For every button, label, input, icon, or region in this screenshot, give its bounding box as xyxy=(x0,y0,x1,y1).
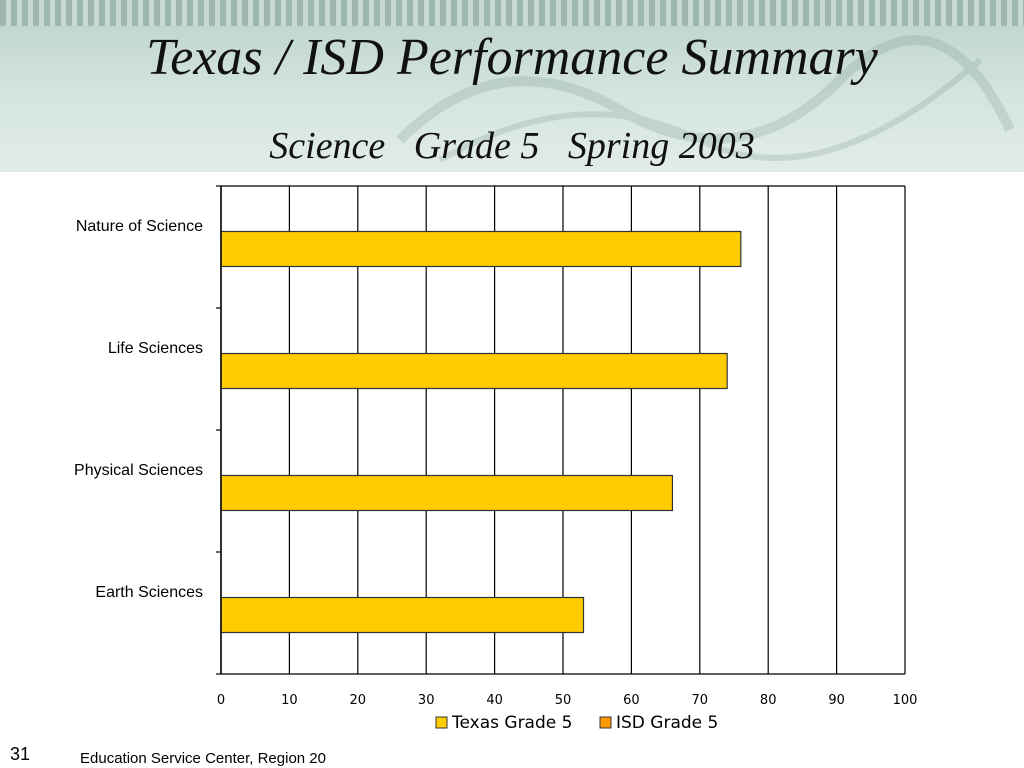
x-tick-label: 10 xyxy=(281,693,298,708)
slide-subtitle: Science Grade 5 Spring 2003 xyxy=(269,125,755,167)
slide-title: Texas / ISD Performance Summary xyxy=(146,29,878,86)
legend-label-texas: Texas Grade 5 xyxy=(451,713,572,733)
bar-earth-sciences xyxy=(220,596,585,634)
legend-swatch-texas xyxy=(435,716,448,729)
category-label: Physical Sciences xyxy=(74,462,203,479)
x-tick-label: 80 xyxy=(760,693,777,708)
x-tick-label: 90 xyxy=(828,693,845,708)
legend-swatch-isd xyxy=(599,716,612,729)
x-tick-label: 30 xyxy=(418,693,435,708)
slide-header: Texas / ISD Performance Summary Science … xyxy=(0,0,1024,172)
bars xyxy=(220,230,742,634)
header-watermark xyxy=(396,35,1015,163)
category-label: Nature of Science xyxy=(76,218,203,235)
bar-physical-sciences xyxy=(220,474,674,512)
x-tick-label: 20 xyxy=(350,693,367,708)
x-tick-label: 40 xyxy=(486,693,503,708)
bar-life-sciences xyxy=(220,352,728,390)
footer-organization: Education Service Center, Region 20 xyxy=(80,750,326,767)
bar-nature-of-science xyxy=(220,230,742,268)
x-tick-label: 60 xyxy=(623,693,640,708)
x-tick-label: 50 xyxy=(555,693,572,708)
category-label: Life Sciences xyxy=(108,340,203,357)
category-label: Earth Sciences xyxy=(95,584,203,601)
x-tick-labels: 0 10 20 30 40 50 60 70 80 90 100 xyxy=(217,693,918,708)
header-stripe xyxy=(0,0,1024,26)
page-number: 31 xyxy=(10,744,31,764)
x-tick-label: 100 xyxy=(893,693,918,708)
legend-label-isd: ISD Grade 5 xyxy=(616,713,718,733)
x-tick-label: 70 xyxy=(692,693,709,708)
bar-chart: Nature of Science Life Sciences Physical S… xyxy=(74,185,918,733)
x-tick-label: 0 xyxy=(217,693,225,708)
legend: Texas Grade 5 ISD Grade 5 xyxy=(435,713,718,733)
axes xyxy=(216,185,905,675)
category-labels: Nature of Science Life Sciences Physical S… xyxy=(74,218,203,601)
